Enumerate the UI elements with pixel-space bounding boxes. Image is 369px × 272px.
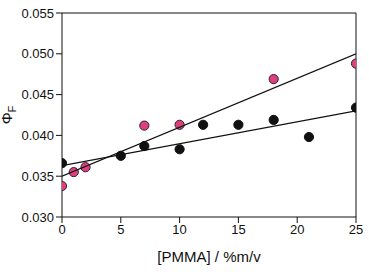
svg-text:0.040: 0.040 bbox=[21, 128, 54, 143]
svg-text:0.050: 0.050 bbox=[21, 46, 54, 61]
svg-text:0.035: 0.035 bbox=[21, 169, 54, 184]
svg-text:0.055: 0.055 bbox=[21, 6, 54, 21]
svg-text:10: 10 bbox=[172, 222, 186, 237]
svg-text:[PMMA] / %m/v: [PMMA] / %m/v bbox=[157, 248, 261, 265]
svg-text:5: 5 bbox=[117, 222, 124, 237]
svg-text:0.045: 0.045 bbox=[21, 87, 54, 102]
svg-text:0: 0 bbox=[58, 222, 65, 237]
svg-text:20: 20 bbox=[290, 222, 304, 237]
svg-text:25: 25 bbox=[349, 222, 361, 237]
svg-text:15: 15 bbox=[231, 222, 245, 237]
svg-text:0.030: 0.030 bbox=[21, 210, 54, 225]
svg-text:ΦF: ΦF bbox=[8, 105, 18, 124]
